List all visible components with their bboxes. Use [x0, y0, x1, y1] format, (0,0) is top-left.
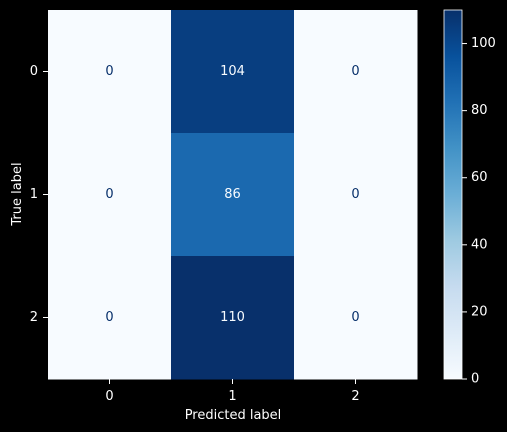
x-tick-label: 0: [105, 389, 113, 404]
cell-label-r2-c2: 0: [351, 310, 359, 325]
x-tick-label: 1: [228, 389, 236, 404]
y-axis-label: True label: [10, 162, 25, 226]
cell-label-r2-c0: 0: [105, 310, 113, 325]
cell-label-r2-c1: 110: [220, 310, 245, 325]
cell-r2-c2: [294, 256, 418, 380]
y-tick-label: 0: [30, 64, 38, 79]
cell-r1-c0: [48, 133, 172, 257]
colorbar-ticks: 0 20 40 60 80 100: [462, 36, 496, 387]
cell-r2-c1: [171, 256, 295, 380]
x-tick-label: 2: [351, 389, 359, 404]
colorbar-tick-label: 100: [471, 36, 496, 51]
y-tick-label: 2: [30, 310, 38, 325]
cell-r1-c1: [171, 133, 295, 257]
y-tick-label: 1: [30, 187, 38, 202]
heatmap-cells: [48, 10, 418, 380]
x-axis-ticks: 0 1 2: [105, 379, 360, 404]
cell-label-r0-c0: 0: [105, 64, 113, 79]
cell-r0-c2: [294, 10, 418, 134]
cell-r1-c2: [294, 133, 418, 257]
cell-label-r1-c1: 86: [224, 187, 241, 202]
colorbar-tick-label: 0: [471, 372, 479, 387]
cell-label-r1-c2: 0: [351, 187, 359, 202]
colorbar-tick-label: 20: [471, 304, 488, 319]
cell-label-r1-c0: 0: [105, 187, 113, 202]
colorbar-tick-label: 80: [471, 103, 488, 118]
cell-r0-c0: [48, 10, 172, 134]
colorbar-tick-label: 60: [471, 170, 488, 185]
colorbar: 0 20 40 60 80 100: [443, 9, 496, 387]
cell-label-r0-c2: 0: [351, 64, 359, 79]
y-axis-ticks: 0 1 2: [30, 64, 48, 325]
x-axis-label: Predicted label: [185, 408, 282, 423]
cell-r2-c0: [48, 256, 172, 380]
colorbar-gradient: [443, 9, 463, 380]
colorbar-tick-label: 40: [471, 237, 488, 252]
cell-value-labels: 0 104 0 0 86 0 0 110 0: [105, 64, 359, 325]
cell-label-r0-c1: 104: [220, 64, 245, 79]
cell-r0-c1: [171, 10, 295, 134]
